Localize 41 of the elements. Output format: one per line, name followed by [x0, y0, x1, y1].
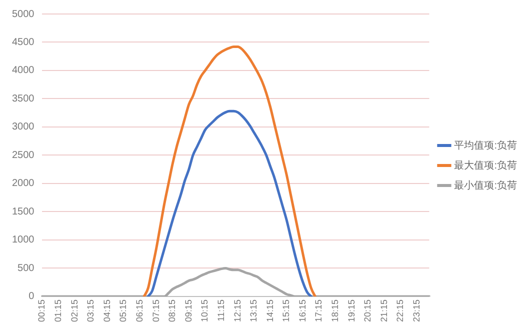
- x-tick-label: 12:15: [232, 299, 242, 322]
- y-tick-label: 2500: [12, 150, 35, 161]
- y-tick-label: 3000: [12, 122, 35, 133]
- x-tick-label: 21:15: [378, 299, 389, 322]
- y-tick-label: 5000: [12, 8, 35, 20]
- x-tick-label: 10:15: [200, 299, 210, 322]
- legend-label: 最小值项:负荷: [454, 179, 518, 192]
- y-tick-label: 500: [18, 262, 35, 274]
- x-tick-label: 05:15: [118, 299, 128, 322]
- x-tick-label: 09:15: [183, 299, 194, 322]
- x-tick-label: 04:15: [102, 299, 112, 322]
- x-tick-label: 14:15: [264, 299, 275, 322]
- legend-label: 平均值项:负荷: [454, 139, 518, 152]
- legend-label: 最大值项:负荷: [454, 159, 518, 172]
- y-tick-label: 4500: [12, 37, 35, 48]
- y-tick-label: 2000: [12, 178, 35, 190]
- x-tick-label: 22:15: [395, 299, 406, 322]
- x-tick-label: 17:15: [314, 299, 324, 322]
- x-tick-label: 19:15: [346, 299, 356, 322]
- line-series: [40, 266, 430, 296]
- x-tick-label: 01:15: [53, 299, 64, 322]
- y-tick-label: 1000: [12, 234, 35, 246]
- x-tick-label: 08:15: [167, 299, 178, 322]
- x-tick-label: 07:15: [150, 299, 161, 322]
- y-tick-label: 0: [28, 291, 35, 302]
- x-tick-label: 15:15: [281, 299, 292, 322]
- x-tick-label: 20:15: [362, 299, 373, 322]
- x-tick-label: 06:15: [134, 299, 144, 322]
- x-tick-label: 11:15: [216, 299, 226, 322]
- x-tick-label: 16:15: [297, 299, 308, 322]
- x-tick-label: 18:15: [330, 299, 340, 322]
- line-series: [142, 46, 316, 296]
- x-tick-label: 23:15: [411, 299, 422, 322]
- x-tick-label: 13:15: [248, 299, 259, 322]
- x-tick-label: 02:15: [69, 299, 80, 322]
- line-series: [146, 110, 312, 296]
- y-tick-label: 1500: [12, 206, 35, 218]
- x-tick-label: 00:15: [36, 299, 47, 322]
- x-tick-label: 03:15: [86, 299, 96, 322]
- y-tick-label: 4000: [12, 65, 35, 76]
- y-tick-label: 3500: [12, 93, 35, 104]
